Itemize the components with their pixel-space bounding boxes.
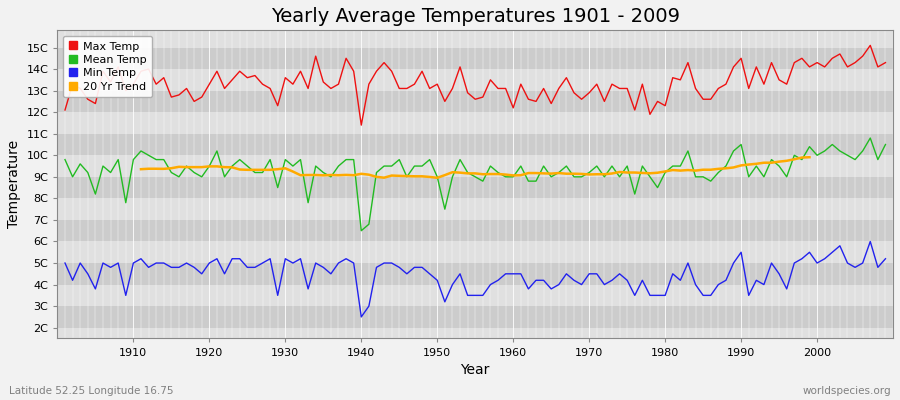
Bar	[58, 26, 893, 48]
Title: Yearly Average Temperatures 1901 - 2009: Yearly Average Temperatures 1901 - 2009	[271, 7, 680, 26]
Bar	[58, 306, 893, 328]
Bar	[58, 134, 893, 155]
Bar	[58, 69, 893, 91]
Bar	[58, 284, 893, 306]
Bar	[58, 155, 893, 177]
Bar	[58, 177, 893, 198]
Text: Latitude 52.25 Longitude 16.75: Latitude 52.25 Longitude 16.75	[9, 386, 174, 396]
Bar	[58, 198, 893, 220]
Y-axis label: Temperature: Temperature	[7, 140, 21, 228]
Bar	[58, 328, 893, 349]
Bar	[58, 220, 893, 242]
Bar	[58, 263, 893, 284]
X-axis label: Year: Year	[461, 363, 490, 377]
Legend: Max Temp, Mean Temp, Min Temp, 20 Yr Trend: Max Temp, Mean Temp, Min Temp, 20 Yr Tre…	[63, 36, 152, 97]
Bar	[58, 112, 893, 134]
Text: worldspecies.org: worldspecies.org	[803, 386, 891, 396]
Bar	[58, 91, 893, 112]
Bar	[58, 48, 893, 69]
Bar	[58, 242, 893, 263]
